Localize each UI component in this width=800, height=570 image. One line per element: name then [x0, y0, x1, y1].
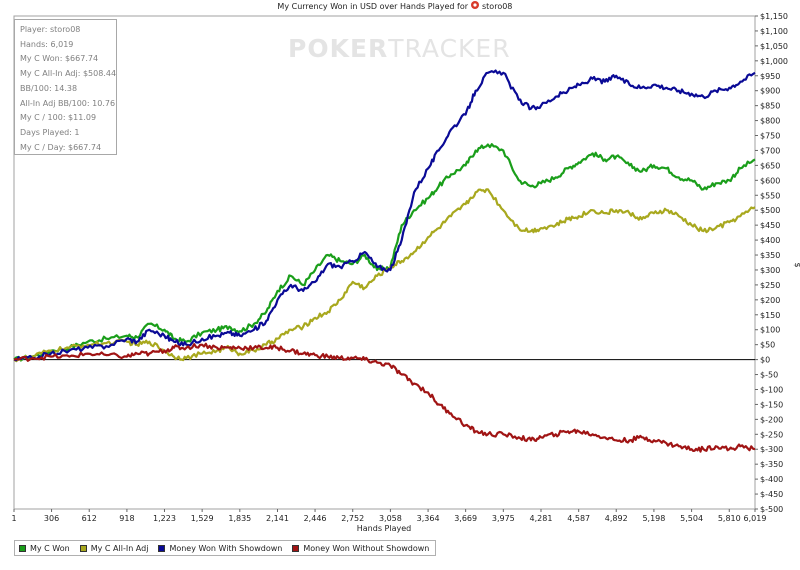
x-tick-label: 6,019 — [744, 514, 767, 523]
stat-days: Days Played: 1 — [20, 127, 80, 137]
series-line-my-c-all-in-adj — [13, 188, 756, 363]
x-tick-label: 612 — [82, 514, 97, 523]
x-tick-label: 3,364 — [417, 514, 440, 523]
x-tick-label: 1,223 — [153, 514, 176, 523]
legend-swatch-icon — [158, 544, 166, 552]
y-tick-label: $-150 — [760, 400, 783, 409]
x-tick-label: 306 — [44, 514, 59, 523]
series-line-money-won-without-showdown — [13, 342, 756, 453]
y-tick-label: $200 — [760, 296, 780, 305]
y-tick-label: $1,150 — [760, 12, 788, 21]
y-tick-label: $950 — [760, 72, 780, 81]
stats-box: Player: storo08 Hands: 6,019 My C Won: $… — [14, 19, 117, 155]
chart-title-player: storo08 — [482, 2, 512, 11]
poker-chip-icon — [471, 1, 479, 9]
legend-item-with-showdown[interactable]: Money Won With Showdown — [158, 544, 282, 553]
stat-hands: Hands: 6,019 — [20, 39, 74, 49]
legend-swatch-icon — [19, 544, 26, 552]
y-tick-label: $1,050 — [760, 42, 788, 51]
y-tick-label: $-500 — [760, 505, 783, 514]
stat-bb100: BB/100: 14.38 — [20, 83, 78, 93]
x-tick-label: 1,529 — [191, 514, 214, 523]
chart-title: My Currency Won in USD over Hands Played… — [277, 2, 468, 11]
legend-label: Money Won With Showdown — [169, 543, 283, 553]
x-tick-label: 2,446 — [304, 514, 327, 523]
y-tick-label: $1,100 — [760, 27, 788, 36]
poker-chip-center — [473, 3, 477, 7]
y-tick-label: $250 — [760, 281, 780, 290]
y-tick-label: $1,000 — [760, 57, 788, 66]
y-tick-label: $700 — [760, 146, 780, 155]
legend-swatch-icon — [79, 544, 87, 552]
x-tick-label: 5,504 — [680, 514, 703, 523]
y-tick-label: $100 — [760, 326, 780, 335]
plot-area — [13, 15, 756, 510]
chart-legend: My C Won My C All-In Adj Money Won With … — [14, 540, 437, 556]
y-tick-label: $-50 — [760, 371, 778, 380]
y-tick-label: $400 — [760, 236, 780, 245]
stat-player: Player: storo08 — [20, 25, 81, 34]
y-tick-label: $-400 — [760, 475, 783, 484]
y-tick-label: $150 — [760, 311, 780, 320]
y-tick-label: $50 — [760, 341, 775, 350]
y-tick-label: $450 — [760, 221, 780, 230]
y-axis-title: $ — [793, 262, 800, 267]
x-tick-label: 918 — [119, 514, 134, 523]
series-line-money-won-with-showdown — [13, 69, 756, 362]
legend-swatch-icon — [292, 544, 300, 552]
legend-label: Money Won Without Showdown — [303, 543, 430, 553]
legend-item-all-in-adj[interactable]: My C All-In Adj — [79, 543, 149, 553]
stat-per-day: My C / Day: $667.74 — [20, 142, 102, 152]
stat-won: My C Won: $667.74 — [20, 54, 99, 64]
x-tick-label: 2,752 — [341, 514, 364, 523]
y-tick-label: $800 — [760, 117, 780, 126]
y-tick-label: $900 — [760, 87, 780, 96]
x-tick-label: 4,587 — [567, 514, 590, 523]
x-tick-label: 5,810 — [718, 514, 741, 523]
y-tick-label: $550 — [760, 191, 780, 200]
stat-allin-bb100: All-In Adj BB/100: 10.76 — [20, 98, 116, 108]
y-tick-label: $-300 — [760, 445, 783, 454]
y-tick-label: $750 — [760, 132, 780, 141]
y-tick-label: $-350 — [760, 460, 783, 469]
x-tick-label: 3,669 — [454, 514, 477, 523]
chart-title-group: My Currency Won in USD over Hands Played… — [277, 1, 512, 11]
y-tick-label: $850 — [760, 102, 780, 111]
y-tick-label: $650 — [760, 161, 780, 170]
y-tick-label: $-250 — [760, 430, 783, 439]
y-tick-label: $-200 — [760, 415, 783, 424]
x-axis-title: Hands Played — [357, 524, 411, 533]
pokertracker-watermark: POKERTRACKER — [288, 34, 511, 63]
x-tick-label: 1 — [11, 514, 16, 523]
legend-item-my-c-won[interactable]: My C Won — [19, 544, 70, 553]
y-tick-label: $-100 — [760, 385, 783, 394]
x-tick-label: 4,281 — [530, 514, 553, 523]
y-tick-label: $500 — [760, 206, 780, 215]
x-tick-label: 2,141 — [266, 514, 289, 523]
stat-allin-adj: My C All-In Adj: $508.44 — [20, 69, 117, 79]
legend-label: My C Won — [30, 543, 70, 553]
y-tick-label: $-450 — [760, 490, 783, 499]
y-tick-label: $600 — [760, 176, 780, 185]
legend-label: My C All-In Adj — [90, 543, 149, 553]
x-axis: 1 306 612 918 1,223 1,529 1,835 2,141 2,446 2,752… — [11, 509, 766, 523]
series-line-my-c-won — [13, 143, 756, 362]
watermark-light: TRACKER — [388, 34, 511, 63]
y-axis: $-500 $-450 $-400 $-350 $-300 $-250 $-200 $-150… — [755, 12, 788, 514]
legend-item-without-showdown[interactable]: Money Won Without Showdown — [292, 544, 429, 553]
x-tick-label: 3,058 — [379, 514, 402, 523]
y-tick-label: $350 — [760, 251, 780, 260]
x-tick-label: 5,198 — [642, 514, 665, 523]
y-tick-label: $300 — [760, 266, 780, 275]
x-tick-label: 4,892 — [605, 514, 628, 523]
x-tick-label: 3,975 — [492, 514, 515, 523]
y-tick-label: $0 — [760, 356, 770, 365]
stat-per-100: My C / 100: $11.09 — [20, 113, 97, 123]
watermark-bold: POKER — [288, 34, 389, 63]
x-tick-label: 1,835 — [228, 514, 251, 523]
